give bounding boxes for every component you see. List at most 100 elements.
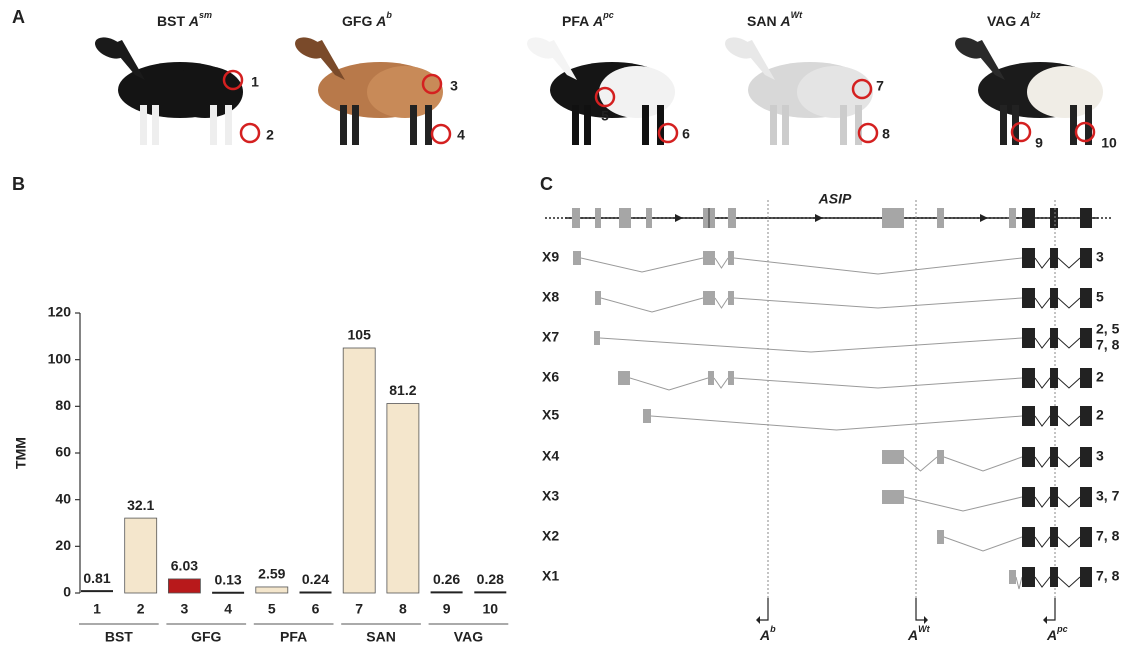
x-tick-label: 2 bbox=[137, 601, 145, 617]
exon bbox=[619, 208, 631, 228]
intron bbox=[715, 298, 728, 308]
allele-label: SAN AWt bbox=[747, 10, 803, 28]
exon bbox=[595, 208, 601, 228]
intron bbox=[630, 378, 708, 390]
gene-name: ASIP bbox=[818, 191, 852, 207]
transcript-samples: 7, 8 bbox=[1096, 528, 1120, 544]
exon bbox=[1080, 288, 1092, 308]
exon bbox=[728, 371, 734, 385]
allele-base: A bbox=[1019, 13, 1030, 29]
goat-leg bbox=[770, 105, 777, 145]
goat-leg bbox=[210, 105, 217, 145]
transcript-samples: 2 bbox=[1096, 369, 1104, 385]
panel-label: C bbox=[540, 174, 553, 194]
breed-name: SAN bbox=[747, 13, 777, 29]
exon bbox=[728, 291, 734, 305]
intron bbox=[581, 258, 703, 272]
exon bbox=[728, 251, 734, 265]
transcript-name: X9 bbox=[542, 249, 559, 265]
allele-sup: b bbox=[386, 10, 392, 20]
breed-name: GFG bbox=[342, 13, 372, 29]
x-tick-label: 10 bbox=[483, 601, 499, 617]
exon bbox=[594, 331, 600, 345]
intron bbox=[715, 258, 728, 268]
y-tick-label: 80 bbox=[55, 397, 71, 413]
exon bbox=[728, 208, 736, 228]
transcript-name: X3 bbox=[542, 488, 559, 504]
bar bbox=[387, 404, 419, 593]
value-label: 0.26 bbox=[433, 571, 460, 587]
gene-arrow bbox=[980, 214, 988, 222]
exon bbox=[703, 291, 715, 305]
value-label: 0.28 bbox=[477, 571, 504, 587]
exon bbox=[1022, 527, 1035, 547]
exon bbox=[1050, 567, 1058, 587]
exon bbox=[937, 530, 944, 544]
exon bbox=[1022, 248, 1035, 268]
intron bbox=[651, 416, 1022, 430]
group-label: PFA bbox=[280, 629, 307, 645]
allele-base: A bbox=[907, 627, 918, 643]
allele-base: A bbox=[759, 627, 770, 643]
exon bbox=[1022, 208, 1035, 228]
value-label: 32.1 bbox=[127, 497, 154, 513]
y-tick-label: 100 bbox=[48, 350, 72, 366]
goat-leg bbox=[425, 105, 432, 145]
exon bbox=[1080, 527, 1092, 547]
allele-label: Ab bbox=[759, 624, 776, 642]
gene-arrow bbox=[815, 214, 823, 222]
transcript-samples: 5 bbox=[1096, 289, 1104, 305]
goat-leg bbox=[410, 105, 417, 145]
exon bbox=[1080, 328, 1092, 348]
sample-number: 8 bbox=[882, 126, 890, 142]
transcript-name: X6 bbox=[542, 369, 559, 385]
exon bbox=[882, 450, 904, 464]
gene-arrow bbox=[675, 214, 683, 222]
x-tick-label: 5 bbox=[268, 601, 276, 617]
exon bbox=[1080, 567, 1092, 587]
intron bbox=[714, 378, 728, 388]
exon bbox=[1080, 208, 1092, 228]
intron bbox=[904, 497, 1022, 511]
value-label: 105 bbox=[348, 327, 372, 343]
allele-base: A bbox=[188, 13, 199, 29]
allele-label: PFA Apc bbox=[562, 10, 614, 28]
transcript-name: X7 bbox=[542, 329, 559, 345]
group-label: BST bbox=[105, 629, 133, 645]
panel-label: B bbox=[12, 174, 25, 194]
intron bbox=[734, 298, 1022, 308]
exon bbox=[1050, 288, 1058, 308]
allele-sup: pc bbox=[602, 10, 614, 20]
exon bbox=[708, 371, 714, 385]
exon bbox=[1050, 447, 1058, 467]
allele-sup: sm bbox=[199, 10, 212, 20]
exon bbox=[1009, 570, 1016, 584]
allele-arrowhead bbox=[756, 616, 760, 624]
allele-sup: pc bbox=[1056, 624, 1068, 634]
sample-number: 4 bbox=[457, 127, 465, 143]
allele-sup: bz bbox=[1030, 10, 1040, 20]
allele-label: Apc bbox=[1046, 624, 1068, 642]
exon bbox=[573, 251, 581, 265]
sample-circle bbox=[432, 125, 450, 143]
transcript-samples: 3, 7 bbox=[1096, 488, 1120, 504]
figure: A B C BST AsmGFG AbPFA ApcSAN AWtVAG Abz… bbox=[0, 0, 1137, 647]
exon bbox=[1022, 567, 1035, 587]
group-label: SAN bbox=[366, 629, 396, 645]
transcript-name: X5 bbox=[542, 407, 559, 423]
exon bbox=[1080, 487, 1092, 507]
group-label: GFG bbox=[191, 629, 221, 645]
bar bbox=[168, 579, 200, 593]
exon bbox=[1050, 487, 1058, 507]
exon bbox=[1050, 527, 1058, 547]
bar bbox=[256, 587, 288, 593]
exon bbox=[646, 208, 652, 228]
x-tick-label: 6 bbox=[312, 601, 320, 617]
y-tick-label: 20 bbox=[55, 537, 71, 553]
exon bbox=[1050, 406, 1058, 426]
exon bbox=[595, 291, 601, 305]
intron bbox=[600, 338, 1022, 352]
sample-number: 2 bbox=[266, 127, 274, 143]
x-tick-label: 4 bbox=[224, 601, 232, 617]
intron bbox=[734, 378, 1022, 388]
